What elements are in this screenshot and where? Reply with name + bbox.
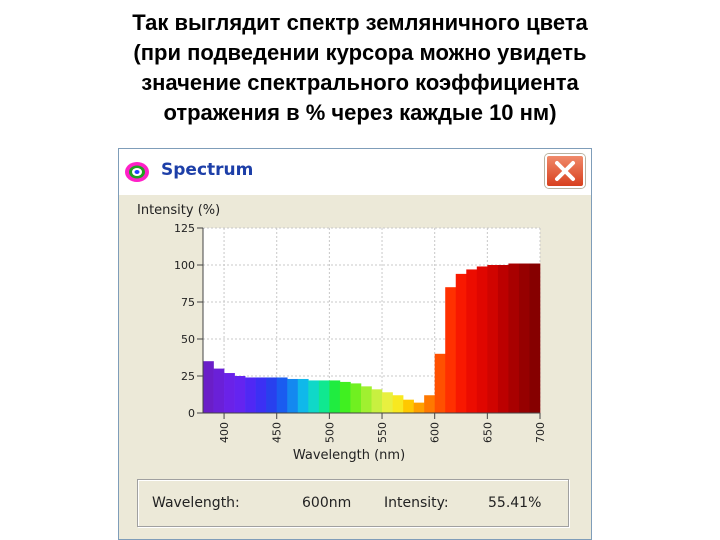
spectrum-bar [487,265,499,413]
spectrum-bar [445,287,457,413]
x-tick-label: 450 [271,422,284,443]
spectrum-bar [434,353,446,413]
spectrum-bar [234,376,246,413]
slide-title-line: Так выглядит спектр земляничного цвета [132,10,588,35]
wavelength-value: 600nm [302,495,352,511]
spectrum-bar [455,273,467,413]
y-tick-label: 75 [181,296,195,309]
y-tick-label: 125 [174,222,195,235]
x-axis-title: Wavelength (nm) [293,448,405,463]
spectrum-bar [518,263,530,413]
y-tick-label: 50 [181,333,195,346]
spectrum-bar [318,380,330,413]
spectrum-bar [245,377,256,413]
spectrum-bar [276,377,288,413]
spectrum-bar [329,380,341,413]
intensity-label: Intensity: [384,495,449,511]
spectrum-bar [497,265,509,413]
x-tick-label: 700 [534,422,547,443]
spectrum-bar [203,361,214,413]
spectrum-bar [508,263,520,413]
x-tick-label: 650 [481,422,494,443]
spectrum-bar [476,266,488,413]
spectrum-window: Spectrum Intensity (%) 125 100 75 50 25 0 400 4… [118,148,592,540]
spectrum-bar [224,373,235,413]
spectrum-bar [308,380,320,413]
color-wheel-icon [125,162,149,182]
window-titlebar[interactable]: Spectrum [119,149,591,195]
spectrum-bar [529,263,541,413]
bar-layer [203,263,541,413]
chart-svg: Intensity (%) 125 100 75 50 25 0 400 450 500 550 6… [137,203,547,463]
slide-title: Так выглядит спектр земляничного цвета (… [20,8,700,128]
slide-title-line: отражения в % через каждые 10 нм) [163,100,557,125]
axis-layer: 125 100 75 50 25 0 400 450 500 550 600 650 700 [174,222,547,443]
spectrum-bar [413,402,425,413]
y-tick-label: 100 [174,259,195,272]
slide-title-line: значение спектрального коэффициента [141,70,579,95]
wavelength-label: Wavelength: [152,495,240,511]
spectrum-chart[interactable]: Intensity (%) 125 100 75 50 25 0 400 450 500 550 6… [119,195,591,465]
close-button[interactable] [545,154,585,188]
spectrum-bar [360,386,372,413]
intensity-value: 55.41% [488,495,542,511]
y-tick-label: 0 [188,407,195,420]
x-tick-label: 550 [376,422,389,443]
spectrum-bar [213,368,225,413]
spectrum-bar [297,378,309,413]
spectrum-bar [392,395,404,413]
spectrum-bar [287,378,299,413]
spectrum-bar [424,395,435,413]
y-axis-title: Intensity (%) [137,203,220,218]
spectrum-bar [266,377,278,413]
x-tick-label: 400 [218,422,231,443]
spectrum-bar [255,377,267,413]
spectrum-bar [403,399,414,413]
spectrum-bar [382,392,393,413]
x-tick-label: 500 [323,422,336,443]
spectrum-bar [350,383,362,413]
cursor-readout-panel: Wavelength: 600nm Intensity: 55.41% [137,479,569,527]
close-icon [555,161,575,181]
spectrum-bar [371,389,383,413]
y-tick-label: 25 [181,370,195,383]
spectrum-bar [466,269,478,413]
window-title: Spectrum [161,160,254,180]
spectrum-bar [339,381,351,413]
x-tick-label: 600 [429,422,442,443]
slide-title-line: (при подведении курсора можно увидеть [133,40,587,65]
